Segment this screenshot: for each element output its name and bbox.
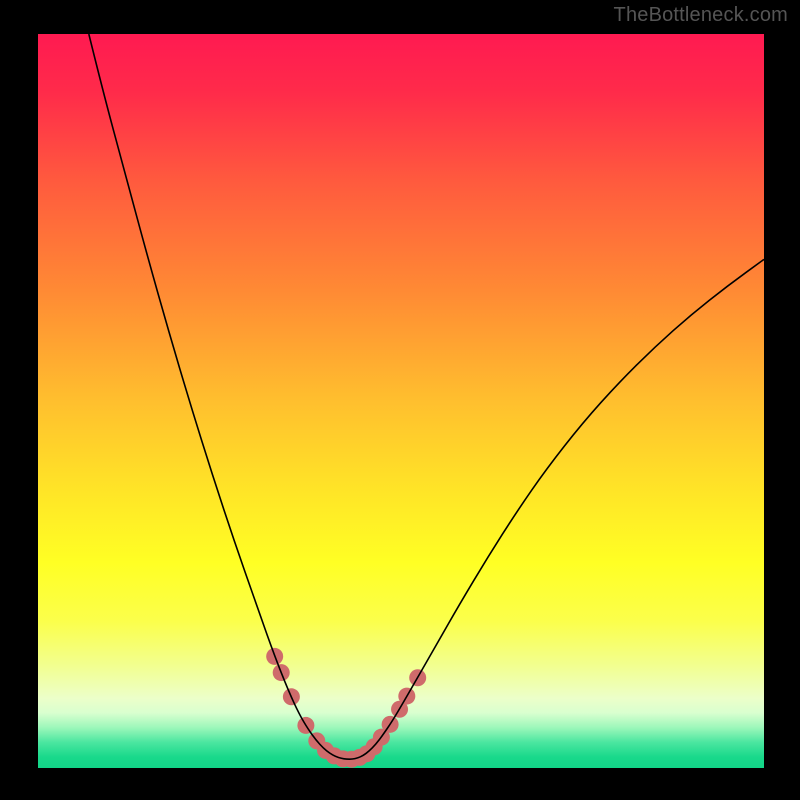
watermark-label: TheBottleneck.com <box>614 4 788 27</box>
chart-gradient-background <box>38 34 764 768</box>
chart-plot-area <box>38 34 764 768</box>
